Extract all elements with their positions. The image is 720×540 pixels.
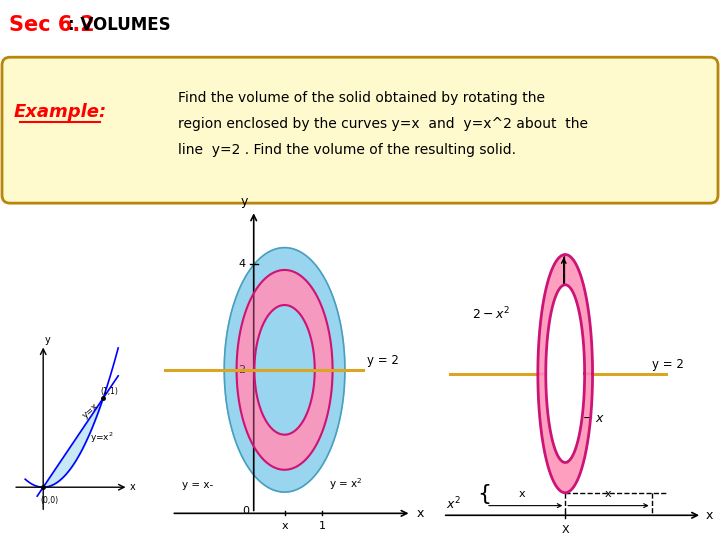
Text: x: x	[130, 482, 135, 492]
Text: (0,0): (0,0)	[40, 496, 58, 505]
Text: x: x	[605, 489, 612, 500]
Text: $x^2$: $x^2$	[446, 496, 462, 512]
Text: y=x: y=x	[81, 401, 100, 420]
Text: Find the volume of the solid obtained by rotating the: Find the volume of the solid obtained by…	[178, 91, 545, 105]
Text: y = x$^2$: y = x$^2$	[329, 476, 363, 492]
Text: (1,1): (1,1)	[100, 387, 118, 396]
FancyBboxPatch shape	[2, 57, 718, 203]
Text: y=x$^2$: y=x$^2$	[90, 430, 114, 445]
Text: X: X	[562, 525, 569, 535]
Text: $2 - x^2$: $2 - x^2$	[472, 306, 510, 322]
Polygon shape	[538, 254, 593, 374]
Polygon shape	[224, 248, 345, 492]
Text: x: x	[417, 507, 424, 520]
Text: y: y	[45, 335, 50, 345]
Text: y = 2: y = 2	[652, 359, 683, 372]
Text: $2 - x$: $2 - x$	[572, 411, 606, 424]
Text: x: x	[282, 521, 288, 531]
Text: 4: 4	[238, 259, 246, 268]
Polygon shape	[538, 374, 593, 492]
Text: y: y	[241, 195, 248, 208]
Text: region enclosed by the curves y=x  and  y=x^2 about  the: region enclosed by the curves y=x and y=…	[178, 117, 588, 131]
Text: 1: 1	[319, 521, 325, 531]
Polygon shape	[237, 370, 333, 470]
Text: 2: 2	[238, 365, 246, 375]
Text: Sec 6.2: Sec 6.2	[9, 15, 94, 35]
Text: x: x	[518, 489, 526, 500]
Text: : VOLUMES: : VOLUMES	[68, 16, 171, 34]
Text: line  y=2 . Find the volume of the resulting solid.: line y=2 . Find the volume of the result…	[178, 143, 516, 157]
Polygon shape	[538, 374, 593, 492]
Polygon shape	[538, 254, 593, 374]
Polygon shape	[237, 270, 333, 370]
Polygon shape	[546, 285, 585, 462]
Polygon shape	[237, 370, 333, 470]
Text: 0: 0	[242, 505, 249, 516]
Polygon shape	[237, 270, 333, 370]
Text: Example:: Example:	[14, 103, 107, 121]
Text: y = 2: y = 2	[367, 354, 399, 367]
Text: x: x	[706, 509, 713, 522]
Text: y = x-: y = x-	[181, 480, 213, 490]
Text: {: {	[477, 484, 492, 504]
